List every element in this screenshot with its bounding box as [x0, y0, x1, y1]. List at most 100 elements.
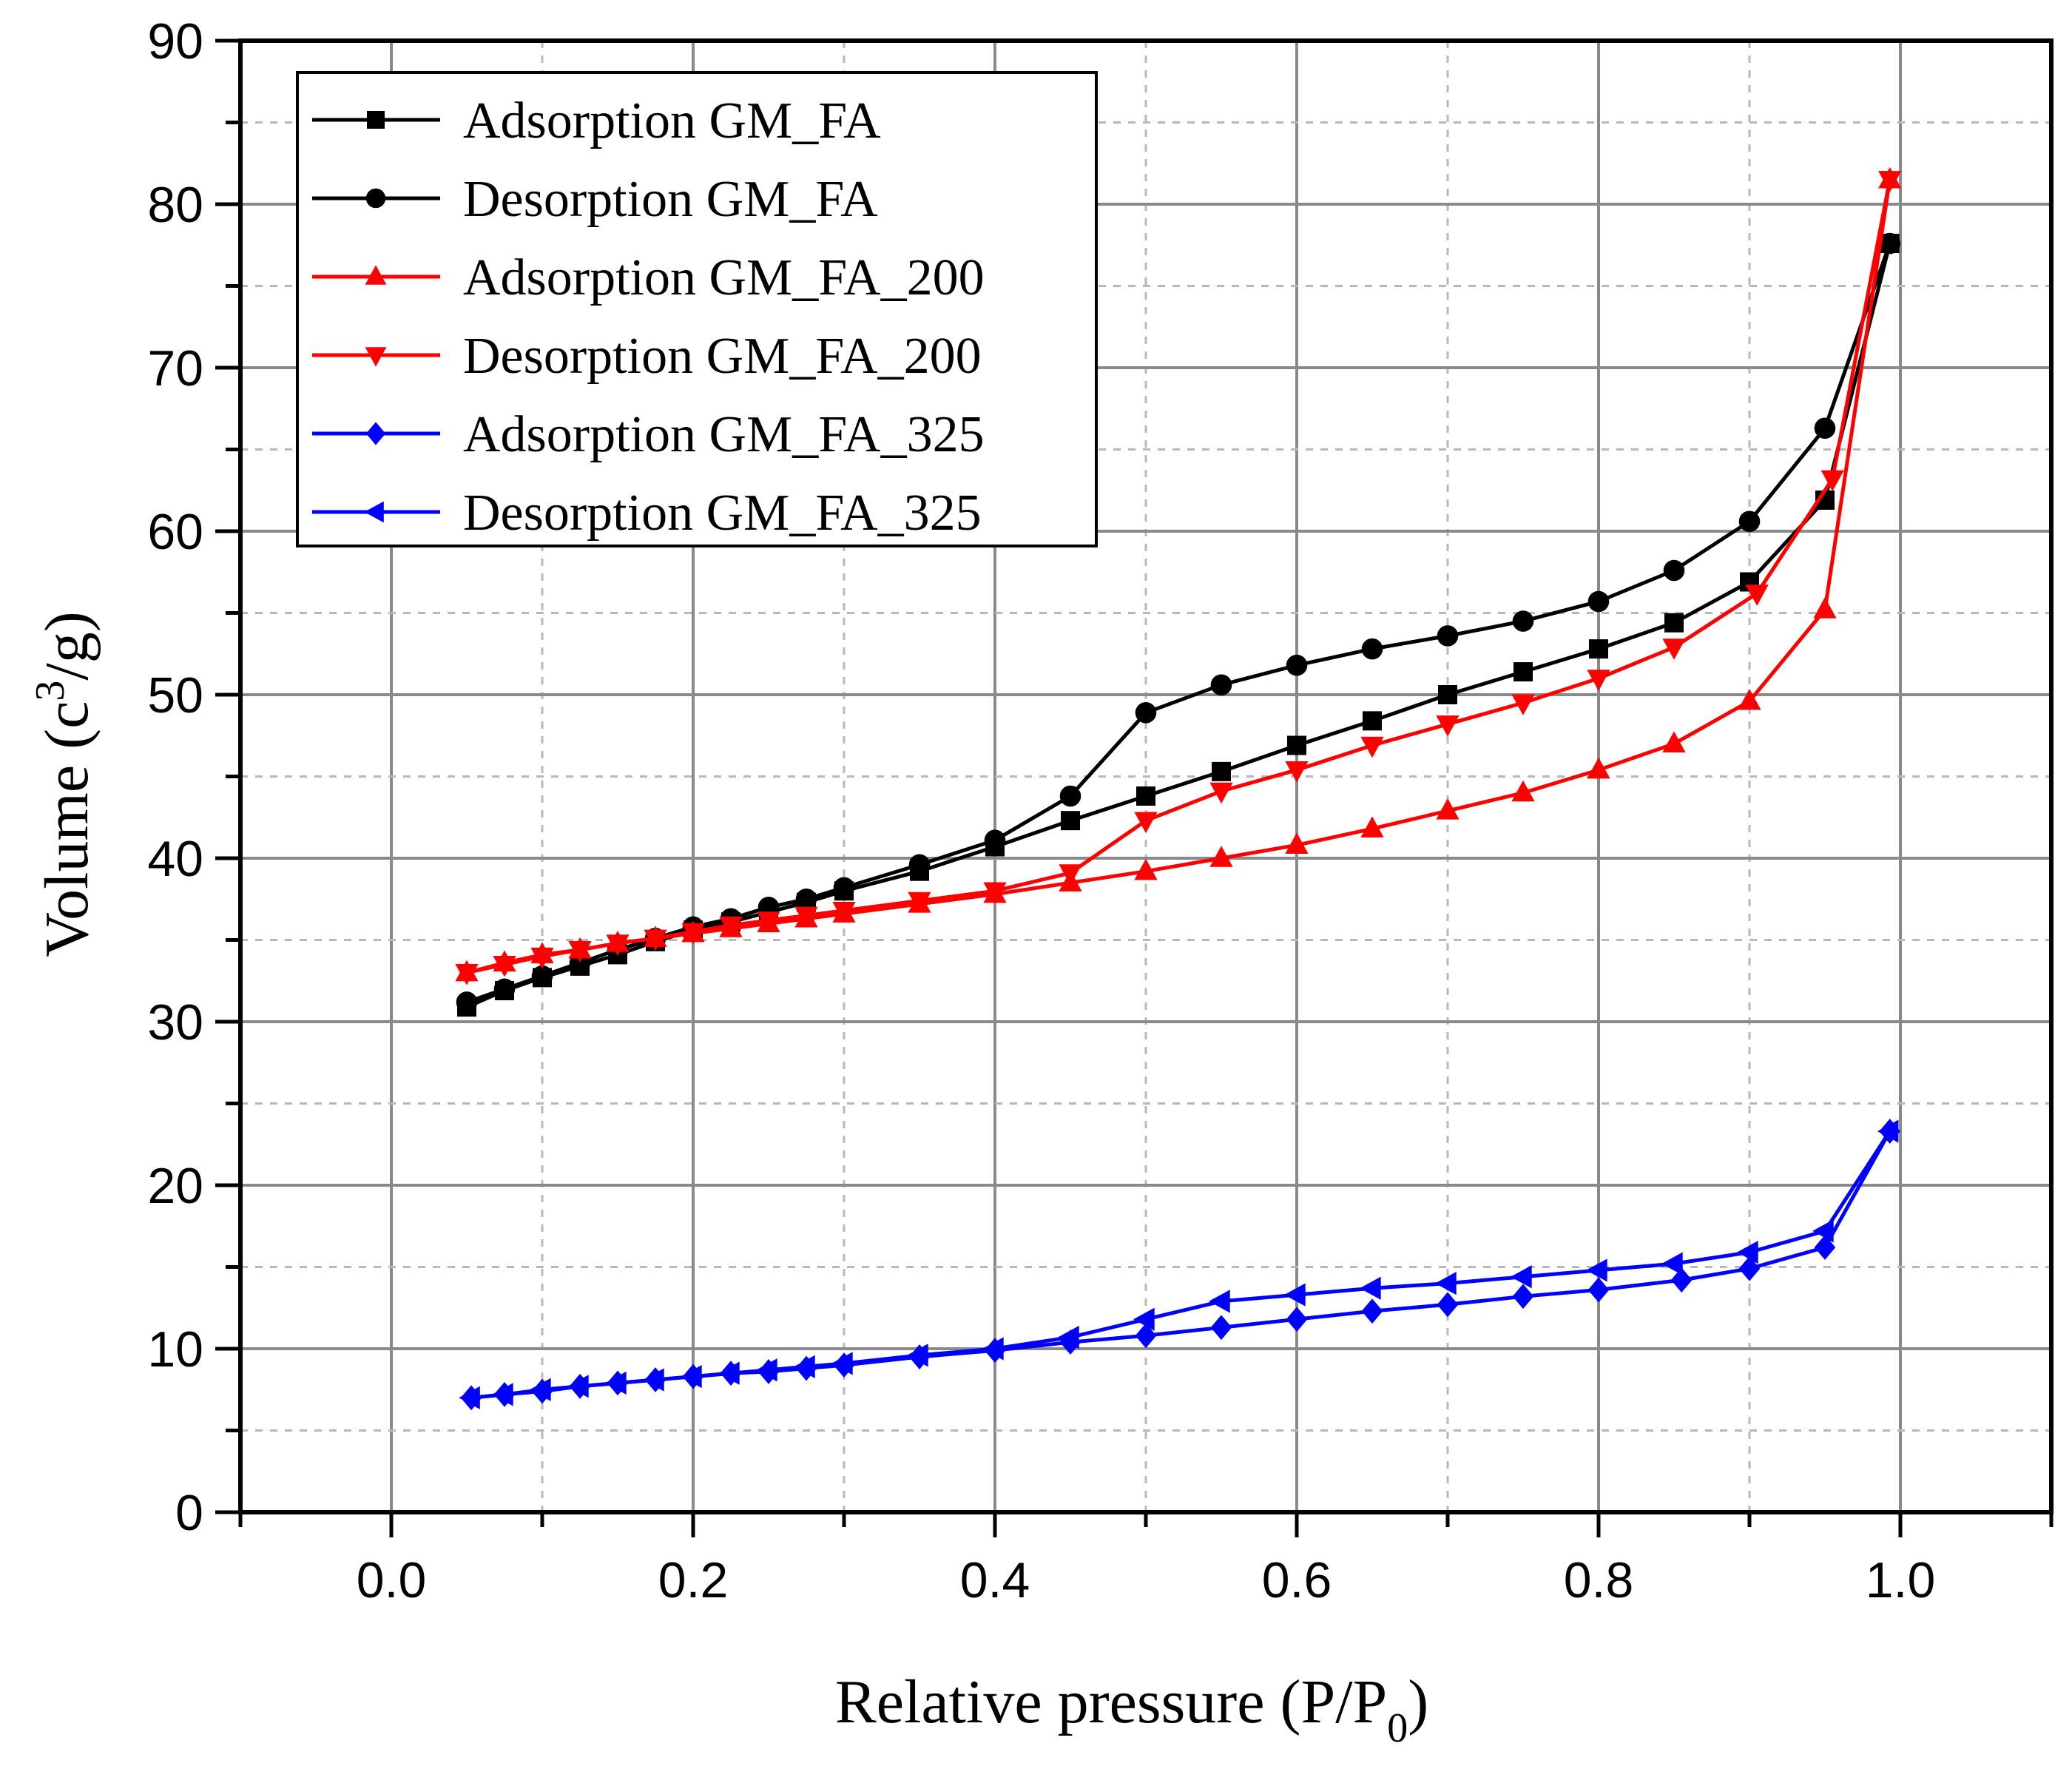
data-point-adsorption-gm-fa-325 [1135, 1323, 1157, 1349]
data-point-desorption-gm-fa-200 [1511, 694, 1535, 715]
data-point-desorption-gm-fa-325 [1435, 1272, 1457, 1295]
data-point-desorption-gm-fa-200 [1745, 584, 1769, 606]
y-tick-label: 40 [147, 831, 203, 887]
x-tick-label: 0.6 [1262, 1552, 1332, 1608]
data-point-desorption-gm-fa-325 [605, 1371, 627, 1395]
data-point-adsorption-gm-fa [1212, 761, 1231, 781]
y-tick-label: 10 [147, 1321, 203, 1378]
data-point-adsorption-gm-fa [1513, 662, 1533, 682]
data-point-desorption-gm-fa-200 [493, 955, 516, 977]
data-point-desorption-gm-fa [984, 829, 1006, 851]
data-point-desorption-gm-fa-325 [756, 1358, 777, 1382]
legend-item-adsorption-gm-fa-200: Adsorption GM_FA_200 [312, 249, 985, 306]
data-point-adsorption-gm-fa-200 [1360, 816, 1384, 837]
y-tick-label: 90 [147, 13, 203, 70]
data-point-desorption-gm-fa-325 [681, 1364, 702, 1389]
data-point-adsorption-gm-fa-325 [1437, 1292, 1459, 1318]
data-point-desorption-gm-fa [1587, 590, 1610, 613]
data-point-desorption-gm-fa-325 [1812, 1219, 1834, 1243]
data-point-desorption-gm-fa-200 [719, 916, 743, 938]
data-point-adsorption-gm-fa-200 [1511, 780, 1535, 802]
data-point-desorption-gm-fa-200 [681, 923, 705, 945]
data-point-desorption-gm-fa-200 [1662, 638, 1686, 660]
legend-label: Desorption GM_FA [463, 171, 878, 228]
data-point-desorption-gm-fa-200 [1134, 812, 1158, 834]
data-point-desorption-gm-fa-325 [1586, 1258, 1607, 1282]
data-point-adsorption-gm-fa-200 [1285, 832, 1309, 855]
legend-item-desorption-gm-fa: Desorption GM_FA [312, 171, 878, 228]
data-point-adsorption-gm-fa [1664, 613, 1684, 633]
data-point-desorption-gm-fa-325 [643, 1368, 664, 1392]
legend-label: Adsorption GM_FA [463, 92, 881, 149]
y-tick-label: 0 [175, 1485, 203, 1541]
data-point-desorption-gm-fa-325 [1058, 1325, 1079, 1349]
data-point-desorption-gm-fa-200 [1209, 782, 1233, 804]
data-point-desorption-gm-fa-200 [1059, 864, 1082, 886]
data-point-adsorption-gm-fa [1287, 735, 1306, 755]
data-point-desorption-gm-fa [531, 965, 553, 987]
data-point-desorption-gm-fa [1738, 510, 1761, 533]
legend-label: Adsorption GM_FA_325 [463, 406, 985, 463]
data-point-desorption-gm-fa-200 [757, 911, 780, 933]
data-point-adsorption-gm-fa-325 [1814, 1235, 1836, 1260]
legend-label: Desorption GM_FA_325 [463, 485, 982, 542]
legend-swatch-marker [365, 347, 387, 367]
data-point-desorption-gm-fa [1512, 610, 1534, 632]
data-point-adsorption-gm-fa-200 [1134, 858, 1158, 880]
data-point-desorption-gm-fa-325 [1511, 1265, 1532, 1289]
data-point-desorption-gm-fa-200 [1436, 715, 1459, 737]
data-point-desorption-gm-fa-325 [1133, 1307, 1155, 1331]
data-point-adsorption-gm-fa-325 [1738, 1256, 1761, 1281]
x-axis-title: Relative pressure (P/P0) [835, 1668, 1429, 1751]
data-point-desorption-gm-fa-200 [983, 882, 1007, 904]
data-point-desorption-gm-fa [908, 854, 931, 876]
data-point-desorption-gm-fa [1663, 559, 1685, 582]
tick-labels: 0.0 0.2 0.4 0.6 0.8 1.0 0 10 20 30 40 50 60 70 80 90 [147, 13, 1935, 1608]
y-tick-label: 50 [147, 667, 203, 724]
y-tick-label: 80 [147, 177, 203, 233]
data-point-desorption-gm-fa-200 [644, 929, 667, 951]
data-point-desorption-gm-fa-325 [907, 1344, 928, 1367]
data-point-adsorption-gm-fa-200 [1738, 688, 1761, 710]
data-point-desorption-gm-fa-200 [794, 906, 818, 929]
data-point-adsorption-gm-fa [1589, 639, 1608, 659]
data-point-desorption-gm-fa-325 [1737, 1241, 1758, 1264]
data-point-adsorption-gm-fa-325 [1587, 1277, 1610, 1303]
legend-swatch-marker [367, 111, 385, 129]
series-desorption-gm-fa-200 [455, 171, 1902, 985]
data-point-desorption-gm-fa-200 [530, 947, 554, 969]
data-point-desorption-gm-fa-200 [1360, 736, 1384, 758]
data-point-desorption-gm-fa-325 [530, 1378, 551, 1401]
ticks [215, 38, 2054, 1537]
data-point-desorption-gm-fa [833, 877, 855, 899]
data-point-adsorption-gm-fa-200 [1436, 798, 1459, 820]
x-tick-label: 0.8 [1564, 1552, 1634, 1608]
data-point-desorption-gm-fa [456, 991, 478, 1013]
data-point-adsorption-gm-fa-200 [1813, 597, 1837, 619]
data-point-desorption-gm-fa-200 [568, 941, 592, 963]
legend-box [296, 71, 1098, 547]
data-point-desorption-gm-fa [1286, 654, 1308, 676]
data-point-desorption-gm-fa [1210, 674, 1232, 696]
data-point-desorption-gm-fa-200 [606, 934, 630, 956]
legend-label: Adsorption GM_FA_200 [463, 249, 985, 306]
data-point-desorption-gm-fa [1059, 785, 1081, 807]
data-point-desorption-gm-fa-325 [718, 1361, 740, 1385]
y-tick-label: 70 [147, 340, 203, 397]
data-point-desorption-gm-fa-325 [1360, 1276, 1381, 1300]
y-axis-title-superscript: 3 [27, 681, 73, 701]
legend-item-desorption-gm-fa-325: Desorption GM_FA_325 [312, 485, 982, 542]
data-point-desorption-gm-fa [1361, 638, 1383, 660]
data-point-desorption-gm-fa-325 [492, 1383, 513, 1406]
data-point-desorption-gm-fa [1437, 625, 1459, 647]
y-tick-label: 20 [147, 1158, 203, 1214]
x-axis-title-subscript: 0 [1387, 1705, 1408, 1751]
data-point-desorption-gm-fa [1814, 417, 1836, 439]
legend-swatch-marker [365, 265, 387, 285]
x-tick-label: 0.0 [357, 1552, 427, 1608]
legend-label: Desorption GM_FA_200 [463, 328, 982, 385]
legend-swatch-marker [365, 188, 386, 209]
x-tick-label: 1.0 [1866, 1552, 1936, 1608]
data-point-desorption-gm-fa-325 [1209, 1290, 1230, 1313]
